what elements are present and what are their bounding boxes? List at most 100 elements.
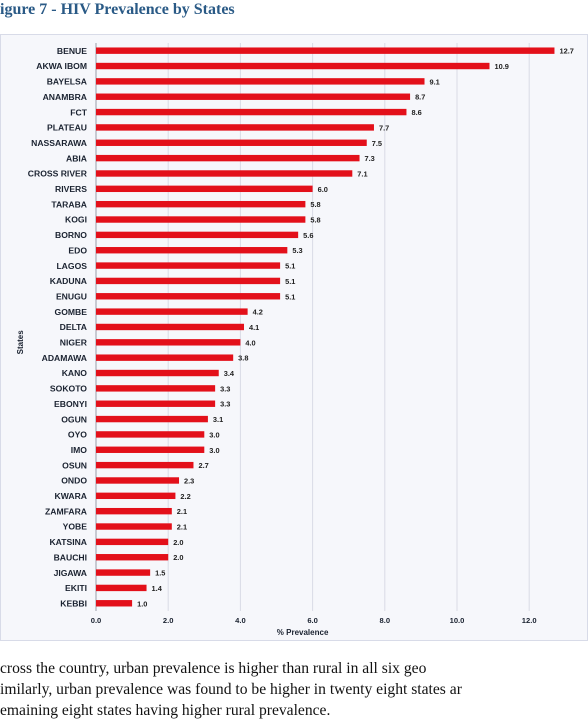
- category-label: JIGAWA: [54, 568, 87, 578]
- bar: [96, 78, 425, 85]
- data-label: 3.1: [213, 415, 223, 424]
- data-label: 2.1: [177, 507, 187, 516]
- data-label: 2.0: [173, 538, 183, 547]
- bar: [96, 154, 360, 162]
- body-text-line: cross the country, urban prevalence is h…: [0, 660, 427, 677]
- data-label: 2.3: [184, 476, 194, 485]
- bar: [96, 507, 172, 515]
- category-label: YOBE: [63, 522, 88, 532]
- x-tick-label: 10.0: [450, 616, 465, 625]
- data-label: 5.1: [285, 292, 295, 301]
- bar: [96, 369, 219, 377]
- category-label: EKITI: [65, 583, 87, 593]
- category-label: CROSS RIVER: [28, 169, 88, 179]
- data-label: 8.6: [411, 108, 421, 117]
- bar: [96, 277, 281, 285]
- category-label: OYO: [68, 430, 87, 440]
- x-axis-title: % Prevalence: [277, 628, 329, 637]
- data-label: 4.1: [249, 323, 259, 332]
- bar: [96, 523, 172, 530]
- bar: [96, 323, 245, 331]
- x-tick-label: 6.0: [307, 616, 318, 625]
- category-label: OGUN: [61, 414, 87, 424]
- category-label: LAGOS: [56, 261, 87, 271]
- bar: [96, 139, 367, 146]
- data-label: 1.5: [155, 569, 165, 578]
- x-tick-label: 2.0: [163, 616, 174, 625]
- category-label: NIGER: [60, 338, 88, 348]
- data-label: 3.0: [209, 430, 219, 439]
- bar: [96, 385, 216, 392]
- category-label: KANO: [62, 368, 88, 378]
- data-label: 1.0: [137, 599, 147, 608]
- data-label: 5.8: [310, 200, 320, 209]
- data-label: 7.1: [357, 169, 367, 178]
- data-label: 2.2: [180, 492, 190, 501]
- category-label: SOKOTO: [50, 384, 87, 394]
- body-text-line: emaining eight states having higher rura…: [0, 702, 331, 719]
- category-label: ZAMFARA: [45, 506, 87, 516]
- category-label: ANAMBRA: [43, 92, 87, 102]
- category-label: AKWA IBOM: [36, 61, 87, 71]
- bar: [96, 354, 234, 361]
- chart-area: BENUE 12.7 AKWA IBOM 10.9 BAYELSA 9.1 ANAMBRA 8…: [0, 34, 588, 641]
- bar: [96, 62, 490, 70]
- data-label: 5.1: [285, 262, 295, 271]
- bar: [96, 400, 216, 407]
- category-label: KADUNA: [50, 276, 87, 286]
- data-label: 4.0: [245, 338, 255, 347]
- category-label: GOMBE: [55, 307, 88, 317]
- bar: [96, 170, 353, 177]
- bar: [96, 216, 306, 223]
- bar: [96, 247, 288, 254]
- category-label: PLATEAU: [47, 123, 87, 133]
- category-label: IMO: [71, 445, 88, 455]
- bar: [96, 200, 306, 208]
- data-label: 3.0: [209, 446, 219, 455]
- category-label: OSUN: [62, 460, 87, 470]
- bar: [96, 293, 281, 300]
- data-label: 10.9: [494, 62, 508, 71]
- category-label: TARABA: [51, 199, 87, 209]
- data-label: 7.7: [379, 123, 389, 132]
- y-axis-title: States: [16, 330, 25, 355]
- body-text-line: imilarly, urban prevalence was found to …: [0, 681, 462, 698]
- data-label: 3.3: [220, 384, 230, 393]
- data-label: 5.6: [303, 231, 313, 240]
- category-label: BORNO: [55, 230, 87, 240]
- category-label: BENUE: [57, 46, 87, 56]
- bar: [96, 185, 313, 193]
- body-text: cross the country, urban prevalence is h…: [0, 658, 588, 721]
- bar: [96, 446, 205, 453]
- data-label: 5.3: [292, 246, 302, 255]
- bar: [96, 231, 299, 239]
- bar: [96, 584, 147, 592]
- category-label: ADAMAWA: [42, 353, 87, 363]
- x-tick-label: 12.0: [522, 616, 537, 625]
- category-label: ENUGU: [56, 291, 87, 301]
- category-label: NASSARAWA: [31, 138, 87, 148]
- category-label: EDO: [68, 245, 87, 255]
- bar: [96, 415, 208, 423]
- category-label: KATSINA: [49, 537, 87, 547]
- bar: [96, 47, 555, 54]
- category-label: FCT: [70, 107, 87, 117]
- chart-svg: BENUE 12.7 AKWA IBOM 10.9 BAYELSA 9.1 ANAMBRA 8…: [16, 43, 574, 637]
- data-label: 3.3: [220, 400, 230, 409]
- category-label: BAYELSA: [47, 77, 87, 87]
- bar: [96, 477, 180, 484]
- x-tick-label: 0.0: [91, 616, 102, 625]
- category-label: ABIA: [66, 153, 87, 163]
- bar: [96, 308, 248, 315]
- category-label: DELTA: [60, 322, 87, 332]
- data-label: 8.7: [415, 93, 425, 102]
- data-label: 7.5: [372, 139, 382, 148]
- bar: [96, 93, 411, 100]
- bar: [96, 108, 407, 116]
- figure-title: igure 7 - HIV Prevalence by States: [0, 1, 235, 18]
- data-label: 3.4: [224, 369, 235, 378]
- data-label: 5.1: [285, 277, 295, 286]
- data-label: 2.0: [173, 553, 183, 562]
- bar: [96, 431, 205, 438]
- data-label: 7.3: [365, 154, 375, 163]
